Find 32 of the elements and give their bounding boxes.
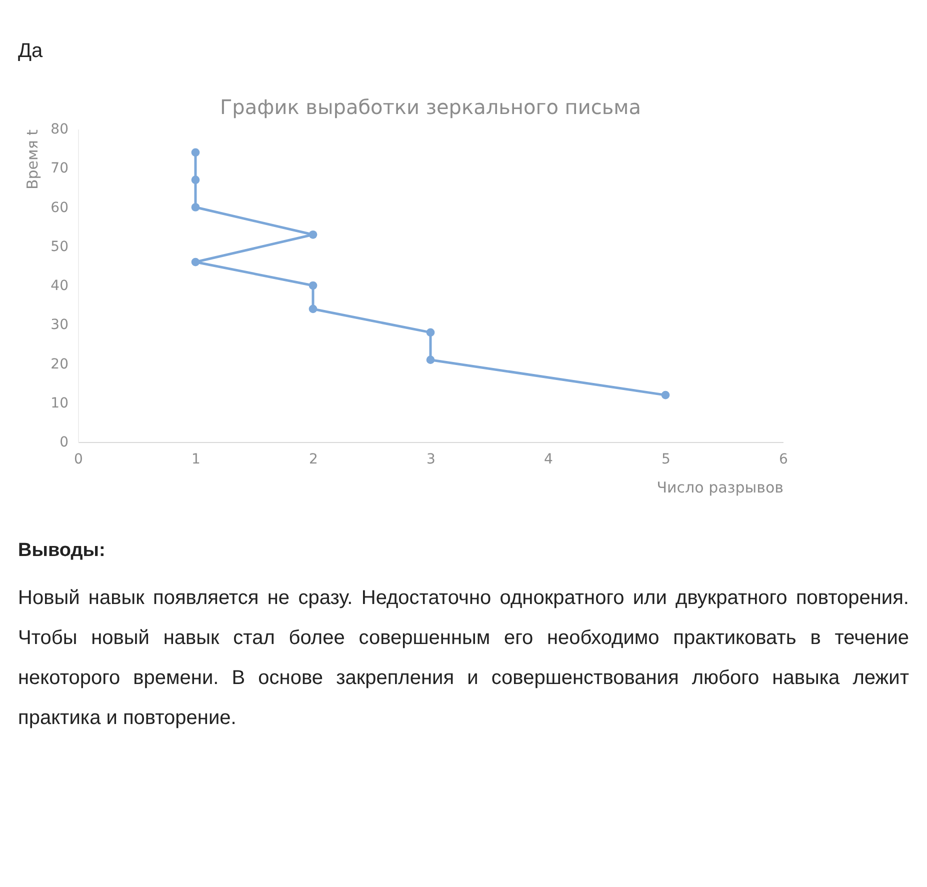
point	[426, 356, 435, 364]
point	[308, 230, 318, 239]
point	[661, 390, 670, 400]
point	[191, 176, 200, 184]
x-tick-label: 3	[426, 452, 436, 468]
y-tick-label: 80	[50, 122, 68, 138]
y-tick-label: 70	[50, 160, 68, 177]
y-tick-label: 40	[50, 278, 68, 294]
y-tick-label: 60	[50, 200, 68, 216]
y-tick-label: 10	[50, 395, 68, 412]
point	[191, 258, 200, 266]
x-axis-title: Число разрывов	[656, 478, 784, 496]
point	[308, 281, 318, 290]
y-tick-label: 50	[50, 238, 68, 255]
point	[191, 203, 200, 212]
text: Новый навык появляется не сразу. Недостаточно однократного или двукратного повторения. Чтобы новый навык стал более совершенным его необходимо практиковать в течение некоторого времени. В основе закрепления и совершенствования любого навыка лежит практика и повторение.	[18, 586, 909, 731]
x-tick-label: 0	[74, 452, 83, 468]
y-tick-label: 20	[50, 356, 68, 372]
y-tick-label: 30	[50, 317, 68, 334]
text: Выводы:	[18, 540, 106, 562]
point	[191, 148, 200, 157]
point	[308, 304, 318, 314]
x-tick-label: 2	[309, 452, 318, 468]
y-tick-label: 0	[60, 434, 68, 450]
x-tick-label: 5	[662, 452, 670, 468]
text: Да	[17, 39, 44, 63]
x-tick-label: 1	[192, 452, 200, 468]
x-tick-label: 4	[544, 452, 554, 468]
x-tick-label: 6	[779, 452, 788, 468]
point	[426, 328, 435, 337]
chart-title: График выработки зеркального письма	[220, 95, 642, 119]
y-axis-title: Время t	[24, 129, 42, 190]
